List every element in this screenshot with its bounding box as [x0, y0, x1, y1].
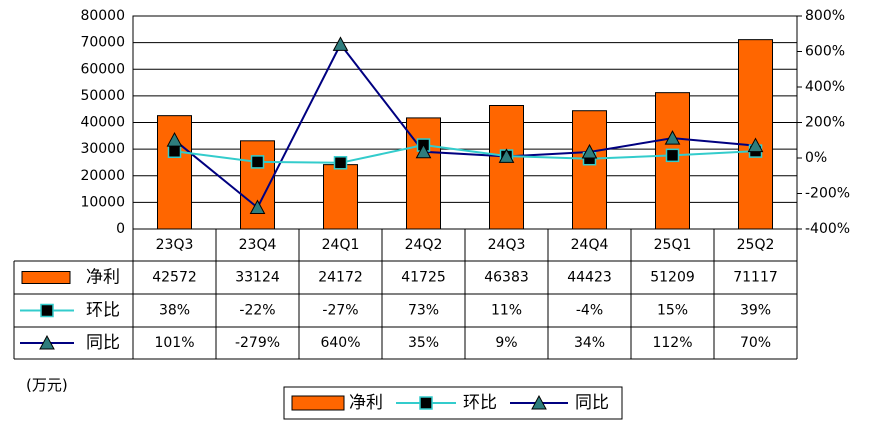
- y-left-tick-label: 50000: [80, 88, 125, 104]
- point-triangle: [747, 137, 764, 153]
- table-cell-value: 39%: [740, 303, 771, 319]
- y-right-tick-label: -400%: [805, 221, 850, 237]
- point-square: [167, 144, 182, 159]
- bar: [323, 164, 358, 230]
- x-tick-label: 23Q3: [156, 237, 194, 253]
- point-triangle: [249, 199, 266, 215]
- table-cell-value: 38%: [159, 303, 190, 319]
- legend-label: 环比: [463, 393, 497, 413]
- legend-key-bar: [21, 271, 71, 284]
- legend-key-triangle: [39, 334, 55, 350]
- y-left-tick-label: 10000: [80, 194, 125, 210]
- bar: [406, 117, 441, 230]
- y-right-tick-label: 600%: [805, 44, 845, 60]
- table-cell-value: 24172: [318, 270, 363, 286]
- series-line: [173, 42, 756, 210]
- point-triangle: [415, 143, 432, 159]
- point-square: [665, 148, 680, 163]
- table-cell-value: 51209: [650, 270, 695, 286]
- point-triangle: [581, 143, 598, 159]
- y-right-tick-label: 0%: [805, 150, 827, 166]
- table-row-label: 同比: [86, 333, 120, 353]
- y-left-tick-label: 80000: [80, 8, 125, 24]
- bar: [738, 39, 773, 230]
- table-cell-value: -279%: [235, 335, 280, 351]
- x-tick-label: 24Q3: [488, 237, 526, 253]
- x-tick-label: 24Q2: [405, 237, 443, 253]
- y-right-tick-label: -200%: [805, 186, 850, 202]
- point-square: [333, 156, 348, 170]
- table-cell-value: -27%: [322, 303, 358, 319]
- table-cell-value: 41725: [401, 270, 446, 286]
- table-cell-value: 34%: [574, 335, 605, 351]
- table-cell-value: 46383: [484, 270, 529, 286]
- point-triangle: [332, 36, 349, 51]
- y-left-tick-label: 30000: [80, 141, 125, 157]
- y-left-tick-label: 40000: [80, 115, 125, 131]
- series-line: [174, 144, 756, 164]
- table-cell-value: 73%: [408, 303, 439, 319]
- y-left-tick-label: 20000: [80, 168, 125, 184]
- legend-swatch-square: [419, 396, 433, 410]
- legend-swatch-bar: [291, 395, 345, 411]
- point-triangle: [664, 130, 681, 145]
- table-row-label: 环比: [86, 301, 120, 321]
- unit-label: (万元): [26, 376, 68, 394]
- point-square: [250, 155, 265, 169]
- table-cell-value: 112%: [652, 335, 692, 351]
- bar: [489, 105, 524, 230]
- point-triangle: [498, 148, 515, 163]
- table-cell-value: 9%: [495, 335, 517, 351]
- x-tick-label: 25Q1: [654, 237, 692, 253]
- table-cell-value: 44423: [567, 270, 612, 286]
- table-cell-value: -22%: [239, 303, 275, 319]
- table-cell-value: -4%: [576, 303, 603, 319]
- y-left-tick-label: 0: [116, 221, 125, 237]
- legend-label: 同比: [575, 393, 609, 413]
- legend-key-square: [40, 303, 54, 318]
- table-cell-value: 33124: [235, 270, 280, 286]
- table-row-label: 净利: [86, 268, 120, 288]
- y-right-tick-label: 200%: [805, 115, 845, 131]
- legend-swatch-triangle: [531, 394, 547, 410]
- table-cell-value: 42572: [152, 270, 197, 286]
- bar: [572, 110, 607, 230]
- table-cell-value: 71117: [733, 270, 778, 286]
- table-cell-value: 15%: [657, 303, 688, 319]
- point-triangle: [166, 132, 183, 147]
- table-cell-value: 640%: [320, 335, 360, 351]
- x-tick-label: 24Q1: [322, 237, 360, 253]
- table-cell-value: 35%: [408, 335, 439, 351]
- y-left-tick-label: 60000: [80, 61, 125, 77]
- x-tick-label: 24Q4: [571, 237, 609, 253]
- x-tick-label: 23Q4: [239, 237, 277, 253]
- table-cell-value: 11%: [491, 303, 522, 319]
- y-left-tick-label: 70000: [80, 35, 125, 51]
- table-cell-value: 101%: [154, 335, 194, 351]
- legend-label: 净利: [349, 393, 383, 413]
- x-tick-label: 25Q2: [737, 237, 775, 253]
- y-right-tick-label: 400%: [805, 79, 845, 95]
- table-cell-value: 70%: [740, 335, 771, 351]
- y-right-tick-label: 800%: [805, 8, 845, 24]
- bar: [157, 115, 192, 230]
